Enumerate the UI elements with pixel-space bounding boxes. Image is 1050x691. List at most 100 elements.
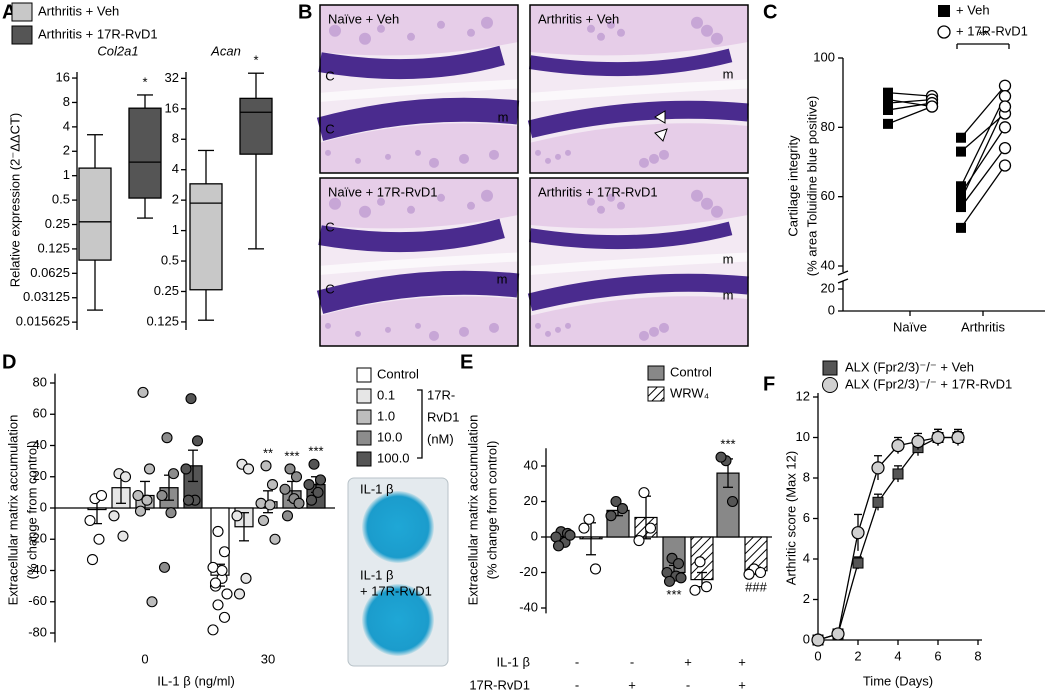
point: [86, 554, 99, 566]
point: [212, 599, 224, 611]
point: [871, 461, 885, 475]
tissue-speckle: [489, 322, 499, 333]
condition-label: 17R-RvD1: [469, 677, 530, 691]
point: [119, 471, 132, 483]
legend-group-label: (nM): [427, 431, 454, 446]
point: [180, 463, 192, 475]
point: [255, 497, 267, 509]
significance: **: [263, 445, 273, 460]
y-axis-label: Relative expression (2⁻ΔΔCT): [7, 113, 22, 288]
condition-sign: +: [684, 654, 692, 669]
x-tick-label: 0: [141, 651, 148, 666]
image-mark: m: [723, 287, 734, 302]
photo-label: IL-1 β: [360, 567, 394, 582]
y-axis-label: Cartilage integrity: [785, 135, 800, 237]
image-mark: m: [723, 66, 734, 81]
point: [260, 460, 272, 472]
tissue-speckle: [437, 20, 445, 29]
pair-line: [960, 95, 1006, 187]
point: [146, 596, 158, 608]
y-tick-label: 0.125: [37, 240, 70, 255]
point: [305, 494, 318, 506]
point: [279, 483, 291, 495]
point: [589, 563, 602, 575]
point: [218, 546, 231, 558]
joint-space: [319, 252, 519, 275]
panel-letter: C: [763, 1, 777, 23]
significance: ***: [308, 444, 323, 459]
image-label: Arthritis + 17R-RvD1: [538, 184, 658, 199]
y-tick-label: 8: [172, 131, 179, 146]
point: [218, 611, 231, 623]
pair-line: [960, 106, 1006, 201]
panel-letter: F: [763, 373, 775, 395]
y-tick-label: 100: [813, 49, 835, 64]
image-label: Arthritis + Veh: [538, 11, 619, 26]
legend-marker: [937, 25, 951, 39]
point: [231, 510, 243, 522]
y-tick-label: 0.25: [45, 216, 70, 231]
tissue-speckle: [535, 322, 541, 329]
panel-letter: B: [298, 1, 312, 23]
x-tick-label: Arthritis: [961, 319, 1006, 334]
point: [675, 572, 687, 584]
legend-label: Arthritis + 17R-RvD1: [38, 26, 158, 41]
pair-line: [887, 98, 933, 104]
significance: ***: [284, 448, 299, 463]
point: [998, 100, 1012, 113]
point: [956, 222, 966, 233]
y-tick-label: -80: [28, 624, 47, 639]
photo-well: [362, 491, 434, 563]
point: [209, 577, 222, 589]
y-tick-label: 10: [796, 429, 810, 444]
joint-space: [529, 252, 749, 275]
point: [644, 522, 657, 534]
tissue-speckle: [329, 24, 341, 37]
legend-marker: [822, 377, 838, 393]
point: [161, 432, 173, 444]
tissue-speckle: [659, 322, 669, 333]
image-mark: m: [498, 109, 509, 124]
image-border: [319, 4, 519, 174]
y-axis-label: Arthritic score (Max 12): [783, 451, 798, 585]
bone: [320, 178, 518, 229]
legend-label: 10.0: [377, 429, 402, 444]
point: [998, 159, 1012, 172]
tissue-speckle: [617, 201, 625, 210]
y-tick-label: 8: [63, 94, 70, 109]
legend-swatch: [356, 430, 372, 446]
y-tick-label: 0: [803, 631, 810, 646]
significance: **: [978, 27, 988, 42]
x-axis-label: Time (Days): [863, 673, 933, 688]
bone: [530, 123, 748, 173]
point: [663, 575, 676, 587]
arrowhead: [654, 128, 668, 142]
tissue-speckle: [355, 330, 361, 337]
x-axis-label: IL-1 β (ng/ml): [157, 673, 235, 688]
y-tick-label: 32: [165, 70, 179, 85]
point: [633, 534, 645, 547]
point: [672, 558, 685, 570]
axis-break: [837, 270, 849, 276]
point: [754, 566, 767, 579]
tissue-speckle: [359, 205, 371, 218]
significance: ***: [720, 437, 735, 452]
pair-line: [960, 85, 1006, 139]
point: [564, 529, 576, 541]
tissue-speckle: [587, 197, 595, 206]
tissue-speckle: [415, 322, 421, 329]
image-mark: C: [325, 219, 334, 234]
tissue-speckle: [407, 205, 415, 214]
y-axis-label: (% change from control): [484, 441, 499, 580]
significance: ###: [745, 580, 767, 595]
y-tick-label: 0.03125: [23, 289, 70, 304]
y-tick-label: -20: [519, 564, 538, 579]
legend-bracket: [417, 389, 423, 459]
tissue-speckle: [607, 20, 615, 29]
y-tick-label: 80: [821, 119, 835, 134]
cartilage: [318, 45, 505, 80]
point: [552, 540, 565, 552]
bone: [320, 5, 518, 56]
point: [951, 430, 965, 445]
